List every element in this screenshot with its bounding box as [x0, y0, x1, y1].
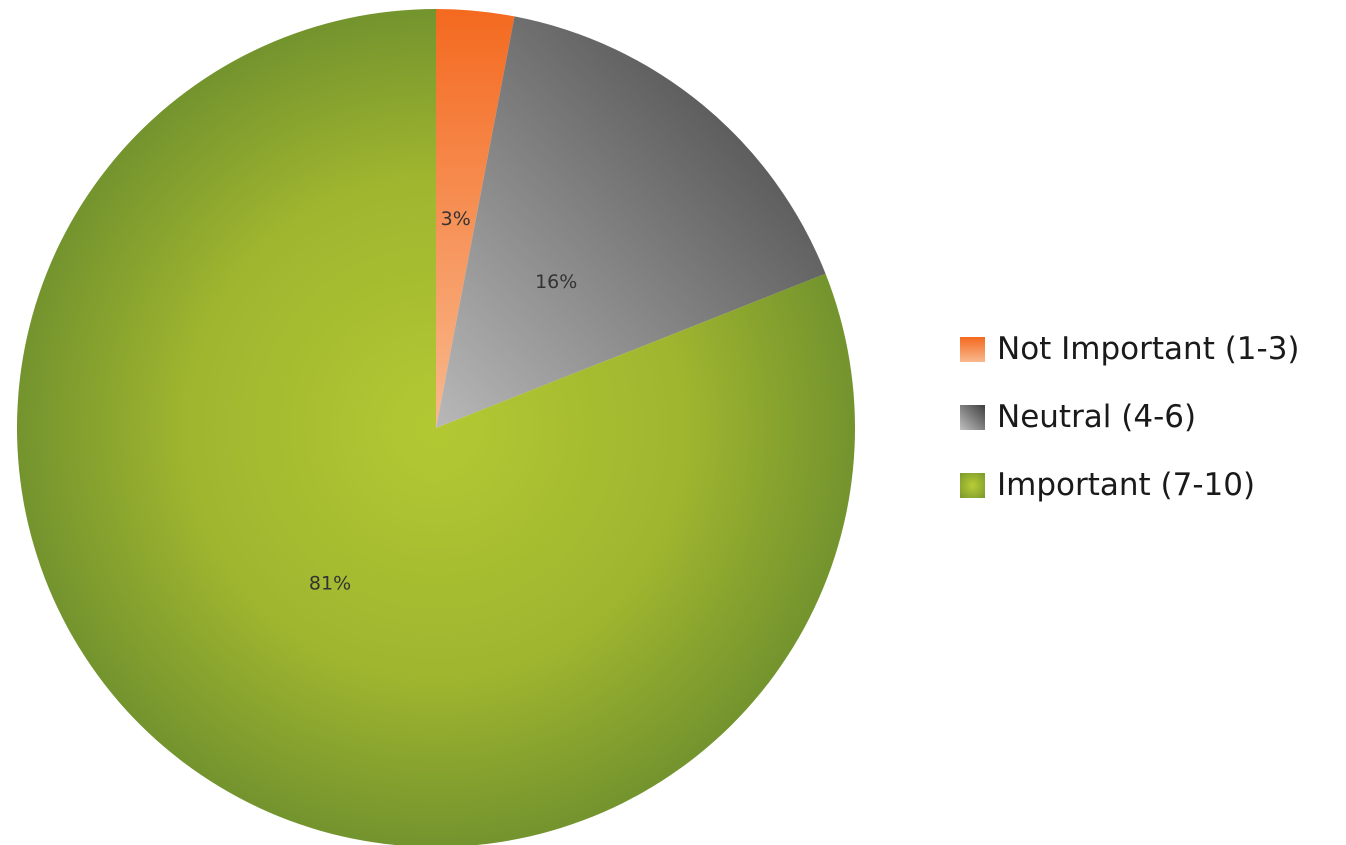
- pie-data-labels: 3% 16% 81%: [309, 208, 577, 595]
- legend-label: Important (7-10): [997, 467, 1256, 503]
- chart-legend: Not Important (1-3) Neutral (4-6) Import…: [960, 315, 1340, 519]
- pie-slice-not-important: [436, 9, 515, 428]
- legend-item-neutral: Neutral (4-6): [960, 383, 1340, 451]
- pie-slices: [17, 9, 855, 845]
- legend-item-not-important: Not Important (1-3): [960, 315, 1340, 383]
- data-label-neutral: 16%: [535, 271, 577, 293]
- legend-label: Neutral (4-6): [997, 399, 1197, 435]
- legend-label: Not Important (1-3): [997, 331, 1300, 367]
- pie-slice-neutral: [436, 16, 826, 429]
- legend-item-important: Important (7-10): [960, 451, 1340, 519]
- legend-swatch-neutral: [960, 404, 985, 430]
- legend-swatch-not-important: [960, 336, 985, 362]
- data-label-important: 81%: [309, 572, 351, 594]
- legend-swatch-important: [960, 472, 985, 498]
- data-label-not-important: 3%: [441, 208, 471, 230]
- pie-slice-important: [17, 9, 855, 845]
